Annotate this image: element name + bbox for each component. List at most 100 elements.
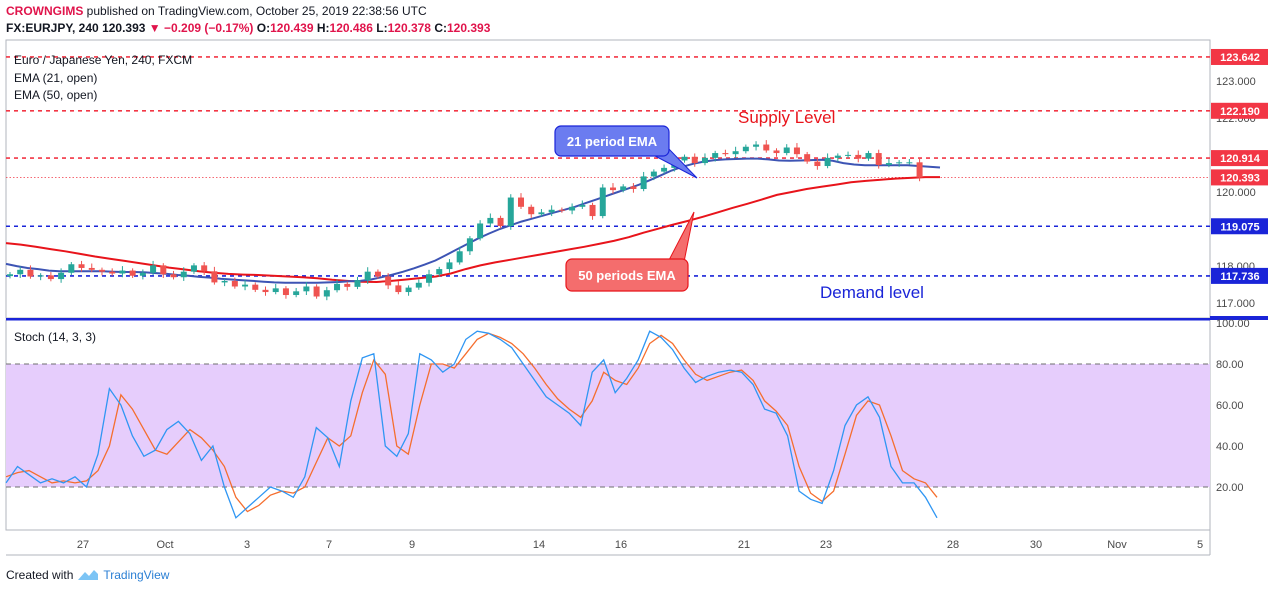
candle <box>824 153 831 169</box>
candle <box>262 286 269 296</box>
candle <box>7 272 13 279</box>
candle <box>906 158 913 165</box>
candle <box>528 204 535 218</box>
level-tag-text-5: 117.736 <box>1220 271 1259 283</box>
candle <box>609 183 616 194</box>
candle-body <box>599 187 606 217</box>
time-tick-label: 16 <box>615 539 627 551</box>
candle-body <box>313 286 320 297</box>
candle <box>845 151 852 158</box>
candle <box>129 268 136 278</box>
tradingview-brand[interactable]: TradingView <box>103 568 170 582</box>
last-price: 120.393 <box>102 21 146 35</box>
candle <box>190 263 197 274</box>
candle <box>88 263 95 273</box>
candle <box>436 266 443 277</box>
candle <box>426 269 433 287</box>
candle <box>119 266 126 278</box>
candle-body <box>47 275 54 280</box>
candle-body <box>916 162 923 178</box>
time-tick-label: Nov <box>1107 539 1127 551</box>
candle-body <box>211 271 218 283</box>
open-value: 120.439 <box>270 21 314 35</box>
candle-body <box>446 262 453 270</box>
publish-line: CROWNGIMS published on TradingView.com, … <box>6 4 427 18</box>
candle-body <box>558 209 565 211</box>
candle-body <box>221 280 228 283</box>
candle-body <box>814 161 821 167</box>
level-tag-text-4: 119.075 <box>1220 221 1259 233</box>
candle-body <box>691 156 698 164</box>
stoch-d-line <box>5 332 938 513</box>
candle-body <box>804 154 811 162</box>
candle <box>334 279 341 293</box>
candle-body <box>609 187 616 191</box>
candle <box>313 284 320 299</box>
ema50-line <box>5 176 940 284</box>
candle-body <box>252 284 259 290</box>
candle-body <box>701 157 708 164</box>
high-value: 120.486 <box>329 21 373 35</box>
candle-body <box>344 283 351 287</box>
candle <box>569 203 576 215</box>
candle-body <box>272 288 279 293</box>
candle <box>742 144 749 154</box>
candle-body <box>885 163 892 165</box>
candle-body <box>190 265 197 272</box>
candle-body <box>303 286 310 292</box>
candle-body <box>650 171 657 177</box>
candle <box>282 286 289 299</box>
candle <box>446 259 453 273</box>
candle <box>620 184 627 193</box>
candle <box>691 153 698 167</box>
candle-body <box>293 291 300 296</box>
candle <box>160 263 167 278</box>
price-tick-label: 120.000 <box>1216 187 1256 199</box>
candle <box>896 160 903 167</box>
candle-body <box>282 288 289 296</box>
low-value: 120.378 <box>387 21 431 35</box>
candle-body <box>68 264 75 273</box>
supply-level-label: Supply Level <box>738 108 835 127</box>
candle <box>722 149 729 157</box>
level-tag-text-1: 122.190 <box>1220 106 1260 118</box>
level-tag-5 <box>1211 267 1268 284</box>
candle <box>170 270 177 280</box>
time-tick-label: 28 <box>947 539 959 551</box>
stoch-k-line <box>5 330 938 519</box>
candle <box>58 268 65 283</box>
candle <box>405 285 412 296</box>
candle-body <box>395 285 402 293</box>
time-tick-label: Oct <box>156 539 173 551</box>
ema21-legend: EMA (21, open) <box>14 71 97 85</box>
candle-body <box>528 206 535 215</box>
candle <box>466 236 473 255</box>
level-tag-3 <box>1211 169 1268 186</box>
ema21-callout: 21 period EMA <box>554 125 698 179</box>
candle-body <box>783 147 790 154</box>
candle <box>783 144 790 156</box>
level-tag-4 <box>1211 218 1268 235</box>
candle-body <box>436 269 443 275</box>
candle-body <box>385 276 392 286</box>
candle-body <box>354 280 361 287</box>
candle <box>47 272 54 282</box>
candle <box>221 278 228 287</box>
level-tag-1 <box>1211 102 1268 119</box>
candle <box>599 184 606 219</box>
candle-body <box>742 146 749 152</box>
author-name[interactable]: CROWNGIMS <box>6 4 84 18</box>
candle-body <box>334 283 341 291</box>
candle <box>518 193 524 210</box>
candle-body <box>661 167 668 172</box>
chart-canvas[interactable]: 117.000118.000119.000120.000121.000122.0… <box>0 0 1274 560</box>
candle-body <box>630 186 637 190</box>
candle <box>272 283 279 295</box>
stoch-band <box>6 364 1210 487</box>
candle <box>507 194 514 230</box>
time-tick-label: 7 <box>326 539 332 551</box>
candle-body <box>78 264 85 268</box>
candle-body <box>732 151 739 155</box>
candle <box>150 260 157 276</box>
candle <box>98 267 105 276</box>
